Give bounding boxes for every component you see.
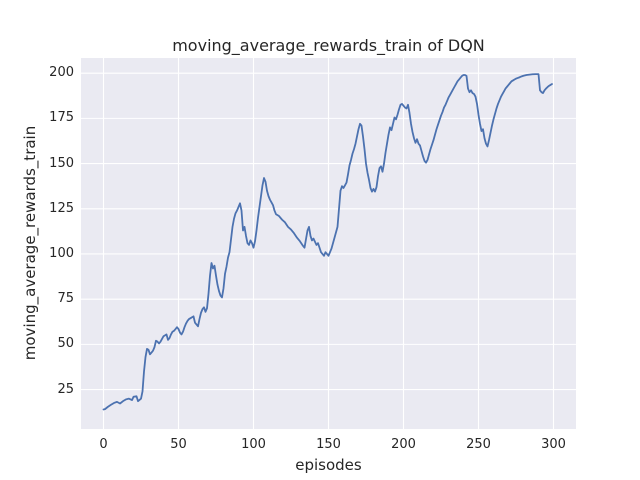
x-tick-label: 250 bbox=[466, 437, 491, 452]
chart-title: moving_average_rewards_train of DQN bbox=[172, 36, 485, 55]
x-tick-label: 200 bbox=[391, 437, 416, 452]
data-series bbox=[102, 73, 553, 411]
y-tick-label: 125 bbox=[49, 200, 74, 216]
y-tick-label: 75 bbox=[57, 291, 74, 307]
y-axis-label: moving_average_rewards_train bbox=[21, 125, 39, 361]
x-tick-label: 300 bbox=[541, 437, 566, 452]
y-tick-label: 50 bbox=[57, 336, 74, 352]
y-tick-label: 175 bbox=[49, 110, 74, 126]
y-tick-label: 150 bbox=[49, 155, 74, 171]
y-tick-label: 25 bbox=[57, 381, 74, 397]
x-tick-label: 100 bbox=[241, 437, 266, 452]
reward-line-series bbox=[102, 73, 553, 411]
y-tick-label: 200 bbox=[49, 65, 74, 81]
x-axis-label: episodes bbox=[295, 456, 362, 474]
x-tick-label: 150 bbox=[316, 437, 341, 452]
x-tick-label: 0 bbox=[99, 437, 108, 452]
plot-area bbox=[81, 58, 576, 429]
y-tick-label: 100 bbox=[49, 245, 74, 261]
x-tick-label: 50 bbox=[170, 437, 187, 452]
